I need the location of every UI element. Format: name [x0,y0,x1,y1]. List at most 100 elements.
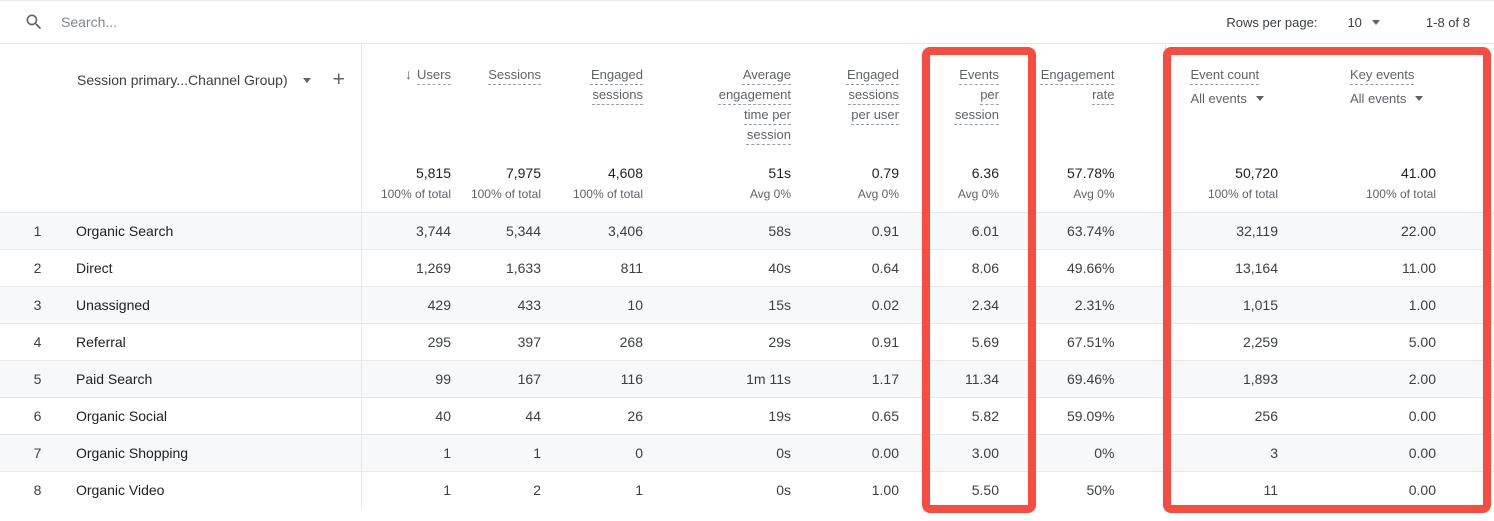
cell-avg-engagement-time: 0s [776,444,791,461]
cell-engagement-rate: 63.74% [1067,222,1115,239]
table-row: 5 Paid Search 99 167 116 1m 11s 1.17 11.… [0,360,1494,397]
search-area [24,12,1226,32]
cell-sessions: 397 [517,333,541,350]
rows-per-page-value: 10 [1347,14,1362,30]
column-header-label: Engaged sessions per user [846,67,899,122]
cell-event-count: 3 [1164,434,1330,471]
cell-key-events: 5.00 [1408,333,1436,350]
cell-event-count: 11 [1164,471,1330,508]
chevron-down-icon [1415,96,1424,101]
totals-events-per-session: 6.36 Avg 0% [957,165,999,201]
pagination-controls: Rows per page: 10 1-8 of 8 [1226,15,1470,30]
search-icon [24,12,44,32]
cell-events-per-session: 5.69 [971,333,999,350]
table-body: 1 Organic Search 3,744 5,344 3,406 58s 0… [0,212,1494,508]
row-number: 3 [33,296,42,313]
totals-key-events: 41.00 100% of total [1365,165,1436,201]
cell-sessions: 44 [525,407,541,424]
cell-key-events: 2.00 [1408,370,1436,387]
column-header-sessions[interactable]: Sessions [465,44,555,149]
cell-events-per-session: 8.06 [971,259,999,276]
cell-users: 99 [435,370,451,387]
cell-event-count: 32,119 [1164,212,1330,249]
header-row: Session primary...Channel Group) + ↓ User… [0,44,1494,149]
cell-engaged-sessions-per-user: 0.00 [871,444,899,461]
dimension-header[interactable]: Session primary...Channel Group) + [0,44,362,149]
cell-event-count: 256 [1164,397,1330,434]
cell-users: 40 [435,407,451,424]
column-header-label: Events per session [954,67,999,122]
cell-events-per-session: 2.34 [971,296,999,313]
totals-users: 5,815 100% of total [380,165,451,201]
channel-name: Organic Search [75,212,362,249]
row-number: 5 [33,370,42,387]
search-input[interactable] [59,13,419,31]
column-header-key-events[interactable]: Key events All events [1330,44,1494,149]
cell-engaged-sessions-per-user: 0.65 [871,407,899,424]
chevron-down-icon [1371,19,1380,25]
cell-engagement-rate: 69.46% [1067,370,1115,387]
totals-avg-engagement-time: 51s Avg 0% [749,165,791,201]
cell-users: 3,744 [415,222,451,239]
column-header-label: Engagement rate [1040,67,1115,102]
totals-engaged-sessions-per-user: 0.79 Avg 0% [857,165,899,201]
column-header-label: Users [417,67,451,82]
channel-name: Referral [75,323,362,360]
cell-engagement-rate: 49.66% [1067,259,1115,276]
add-dimension-button[interactable]: + [332,68,345,91]
cell-event-count: 13,164 [1164,249,1330,286]
cell-events-per-session: 5.82 [971,407,999,424]
totals-engagement-rate: 57.78% Avg 0% [1067,165,1115,201]
column-header-label: Average engagement time per session [718,67,791,142]
channel-name: Unassigned [75,286,362,323]
cell-engaged-sessions: 811 [620,259,643,276]
cell-key-events: 22.00 [1400,222,1436,239]
row-number: 6 [33,407,42,424]
key-events-selector[interactable]: All events [1350,91,1493,106]
table-row: 4 Referral 295 397 268 29s 0.91 5.69 67.… [0,323,1494,360]
totals-event-count: 50,720 100% of total [1164,149,1330,212]
totals-sessions: 7,975 100% of total [470,165,541,201]
channel-name: Organic Video [75,471,362,508]
cell-event-count: 2,259 [1164,323,1330,360]
event-count-selector[interactable]: All events [1191,91,1330,106]
row-number: 7 [33,444,42,461]
cell-events-per-session: 3.00 [971,444,999,461]
cell-engaged-sessions-per-user: 0.91 [871,222,899,239]
cell-engaged-sessions: 10 [627,296,643,313]
cell-key-events: 11.00 [1402,259,1436,276]
column-header-event-count[interactable]: Event count All events [1164,44,1330,149]
cell-engagement-rate: 67.51% [1067,333,1115,350]
cell-engaged-sessions-per-user: 1.17 [871,370,899,387]
cell-sessions: 5,344 [505,222,541,239]
totals-spacer [0,149,362,212]
column-header-engaged-sessions[interactable]: Engaged sessions [555,44,665,149]
row-number: 4 [33,333,42,350]
column-header-engaged-sessions-per-user[interactable]: Engaged sessions per user [805,44,925,149]
rows-per-page-select[interactable]: 10 [1347,14,1380,30]
column-header-avg-engagement-time[interactable]: Average engagement time per session [665,44,805,149]
chevron-down-icon[interactable] [302,77,311,83]
cell-engaged-sessions-per-user: 0.64 [871,259,899,276]
column-header-engagement-rate[interactable]: Engagement rate [1035,44,1165,149]
cell-events-per-session: 5.50 [971,481,999,498]
dimension-header-label: Session primary...Channel Group) [77,72,288,88]
pagination-range: 1-8 of 8 [1425,14,1470,30]
cell-key-events: 0.00 [1408,407,1436,424]
cell-engagement-rate: 59.09% [1067,407,1115,424]
cell-event-count: 1,015 [1164,286,1330,323]
cell-users: 429 [427,296,451,313]
totals-engaged-sessions: 4,608 100% of total [572,165,643,201]
column-header-events-per-session[interactable]: Events per session [925,44,1035,149]
row-number: 2 [33,259,42,276]
channel-name: Organic Shopping [75,434,362,471]
cell-avg-engagement-time: 19s [768,407,791,424]
cell-events-per-session: 11.34 [965,370,999,387]
column-header-label: Key events [1350,67,1415,82]
cell-engagement-rate: 2.31% [1074,296,1115,313]
cell-sessions: 1,633 [505,259,541,276]
column-header-users[interactable]: ↓ Users [361,44,465,149]
channel-group-table: Session primary...Channel Group) + ↓ User… [0,44,1494,508]
cell-users: 1 [443,481,451,498]
